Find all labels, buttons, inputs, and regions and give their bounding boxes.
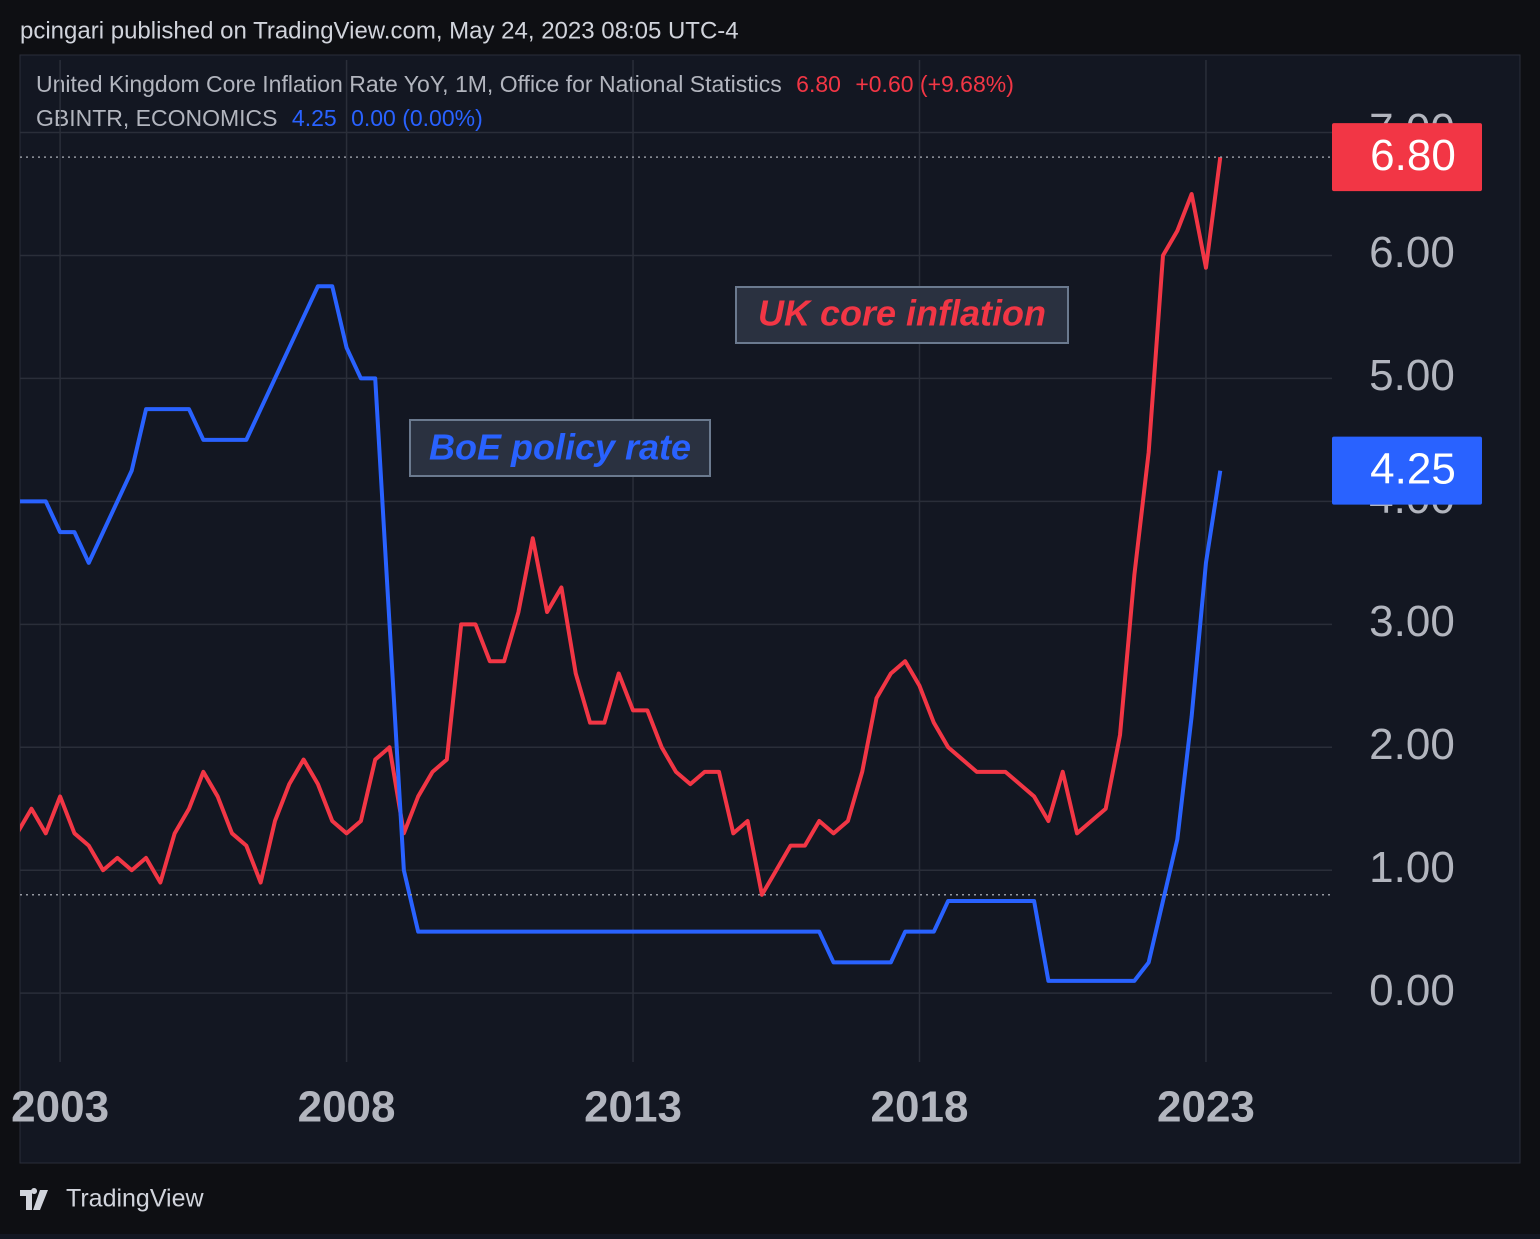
y-tick-label: 1.00 — [1369, 843, 1455, 892]
annotation: BoE policy rate — [429, 427, 691, 468]
legend-change: +0.60 (+9.68%) — [855, 71, 1014, 97]
y-tick-label: 6.00 — [1369, 228, 1455, 277]
y-tick-label: 3.00 — [1369, 597, 1455, 646]
legend-name: GBINTR, ECONOMICS — [36, 105, 278, 131]
price-tag — [1332, 436, 1482, 505]
x-tick-label: 2013 — [584, 1083, 682, 1132]
legend-row: United Kingdom Core Inflation Rate YoY, … — [36, 71, 1014, 97]
price-tag-label: 6.80 — [1370, 131, 1456, 180]
legend-value: 6.80 — [796, 71, 841, 97]
x-tick-label: 2023 — [1157, 1083, 1255, 1132]
legend-row: GBINTR, ECONOMICS 4.25 0.00 (0.00%) — [36, 105, 483, 131]
legend-name: United Kingdom Core Inflation Rate YoY, … — [36, 71, 782, 97]
annotation-box — [409, 419, 711, 477]
y-tick-label: 2.00 — [1369, 720, 1455, 769]
x-tick-label: 2018 — [871, 1083, 969, 1132]
price-tag-label: 4.25 — [1370, 444, 1456, 493]
plot — [20, 156, 1332, 983]
x-tick-label: 2003 — [11, 1083, 109, 1132]
price-tag — [1332, 123, 1482, 192]
logo-icon — [20, 1188, 48, 1210]
header: pcingari published on TradingView.com, M… — [20, 17, 739, 44]
axes: 0.001.002.003.004.005.006.007.0020032008… — [11, 105, 1455, 1131]
series-line — [20, 156, 1223, 897]
annotation-box — [735, 286, 1069, 344]
logo: TradingView — [20, 1185, 205, 1213]
annotation: UK core inflation — [758, 293, 1046, 334]
footer: TradingView — [66, 1185, 205, 1213]
x-tick-label: 2008 — [298, 1083, 396, 1132]
legend-change: 0.00 (0.00%) — [351, 105, 483, 131]
series-line — [20, 284, 1223, 983]
chart-panel — [19, 54, 1521, 1164]
y-tick-label: 5.00 — [1369, 351, 1455, 400]
legend-value: 4.25 — [292, 105, 337, 131]
price-tags: 6.80 4.25 — [1332, 123, 1482, 505]
y-tick-label: 0.00 — [1369, 966, 1455, 1015]
